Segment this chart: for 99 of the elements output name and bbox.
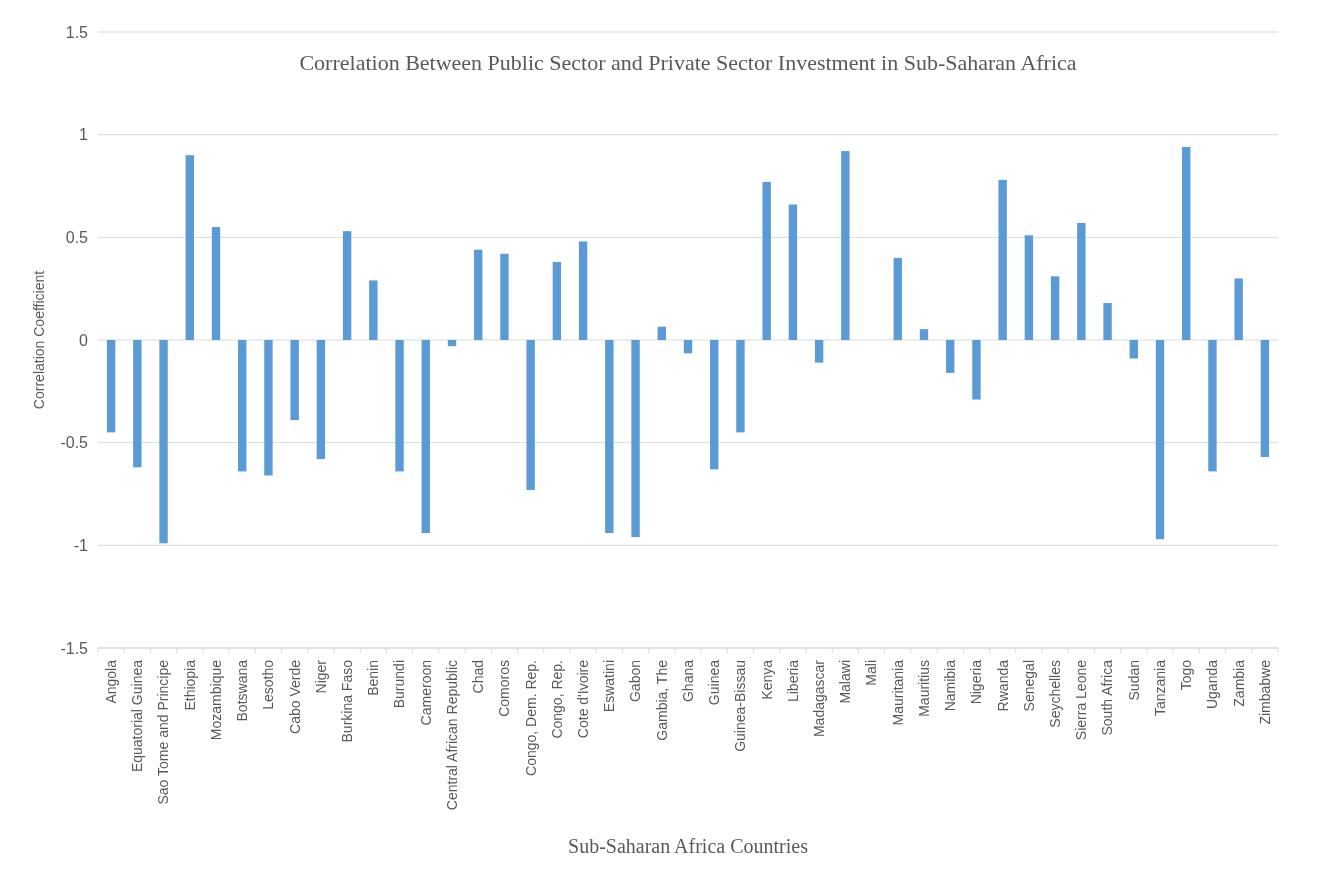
bar [1050, 276, 1060, 340]
x-tick-label: Burkina Faso [339, 659, 356, 743]
bar [238, 340, 247, 472]
x-tick-label: Madagascar [811, 659, 828, 738]
x-tick-label: Mali [863, 660, 880, 686]
y-tick-label: -1.5 [60, 639, 89, 657]
bar [1234, 278, 1243, 340]
bar [211, 227, 221, 340]
x-tick-label: Botswana [234, 659, 251, 722]
x-tick-label: Niger [312, 659, 329, 694]
x-tick-label: Cameroon [417, 660, 434, 726]
x-tick-label: Gambia, The [653, 659, 670, 741]
bar [893, 257, 902, 340]
bar [1260, 340, 1270, 458]
bar [1103, 303, 1112, 340]
bar [421, 340, 430, 534]
bar [316, 340, 326, 460]
x-tick-label: Guinea-Bissau [732, 660, 749, 752]
bar [133, 340, 142, 468]
x-tick-label: South Africa [1099, 659, 1116, 736]
bar [1077, 222, 1086, 340]
x-tick-label: Ghana [679, 659, 696, 703]
bar [500, 253, 509, 340]
x-tick-label: Benin [365, 660, 382, 696]
x-tick-label: Sierra Leone [1073, 659, 1090, 741]
bar [526, 340, 535, 490]
bar [736, 340, 745, 433]
x-tick-label: Angola [103, 659, 120, 704]
bar [369, 280, 378, 340]
x-tick-label: Namibia [942, 659, 959, 712]
bar [578, 241, 588, 340]
x-tick-label: Rwanda [994, 659, 1011, 712]
bar [159, 340, 168, 544]
bar [919, 329, 929, 340]
bar [841, 151, 850, 340]
bar [788, 204, 798, 340]
x-tick-label: Equatorial Guinea [129, 659, 146, 773]
x-tick-label: Sudan [1125, 660, 1142, 701]
bar [342, 231, 352, 340]
x-axis-title: Sub-Saharan Africa Countries [568, 835, 809, 857]
x-tick-label: Burundi [391, 660, 408, 709]
y-tick-label: -1 [73, 536, 89, 554]
x-tick-label: Eswatini [601, 660, 618, 713]
bar [1155, 340, 1165, 540]
x-tick-label: Chad [470, 660, 487, 694]
bar [946, 340, 955, 373]
x-tick-label: Liberia [784, 659, 801, 703]
x-tick-label: Zimbabwe [1256, 659, 1273, 725]
x-tick-label: Central African Republic [443, 660, 460, 811]
bar [1129, 340, 1138, 359]
bar [474, 249, 483, 340]
y-tick-label: 1 [79, 126, 89, 144]
bar [631, 340, 640, 538]
bar [264, 340, 273, 476]
x-tick-label: Lesotho [260, 659, 277, 710]
bar [552, 261, 562, 340]
bar [1024, 235, 1034, 340]
x-tick-label: Ethiopia [181, 659, 198, 711]
x-tick-label: Tanzania [1151, 659, 1168, 717]
x-tick-label: Comoros [496, 660, 513, 717]
x-tick-label: Zambia [1230, 659, 1247, 707]
y-tick-label: 0.5 [65, 228, 89, 246]
bar [447, 340, 457, 347]
x-tick-label: Cabo Verde [286, 659, 303, 734]
x-tick-label: Uganda [1204, 659, 1221, 710]
bar [185, 155, 194, 340]
bar [1182, 146, 1191, 340]
x-tick-label: Malawi [837, 660, 854, 704]
x-tick-label: Senegal [1020, 660, 1037, 712]
x-tick-label: Mauritania [889, 659, 906, 726]
bar [657, 326, 666, 340]
bar [762, 181, 771, 340]
x-tick-label: Nigeria [968, 659, 985, 705]
x-tick-label: Togo [1178, 659, 1195, 691]
y-axis-title: Correlation Coefficient [31, 270, 47, 410]
x-tick-label: Congo, Dem. Rep. [522, 660, 539, 776]
x-tick-label: Mozambique [207, 659, 224, 741]
bar [683, 340, 693, 354]
x-tick-label: Guinea [706, 659, 723, 706]
bar [710, 340, 719, 470]
bar [814, 340, 824, 363]
bar [998, 179, 1007, 340]
y-tick-label: -0.5 [60, 434, 89, 452]
bar [1208, 340, 1217, 472]
bar [106, 340, 116, 433]
text: Correlation Between Public Sector and Private Sector Investment in Sub-Saharan Africa [299, 50, 1077, 75]
y-tick-label: 0 [79, 331, 89, 349]
x-tick-label: Mauritius [915, 660, 932, 717]
x-tick-label: Sao Tome and Principe [155, 659, 172, 805]
y-tick-label: 1.5 [65, 23, 89, 41]
x-tick-label: Cote d'Ivoire [575, 659, 592, 739]
x-tick-label: Seychelles [1047, 660, 1064, 728]
bar [972, 340, 981, 400]
x-tick-label: Congo, Rep. [548, 660, 565, 739]
bar [605, 340, 614, 534]
x-tick-label: Kenya [758, 659, 775, 700]
x-tick-label: Gabon [627, 660, 644, 703]
bar [395, 340, 404, 472]
bar [290, 340, 299, 421]
